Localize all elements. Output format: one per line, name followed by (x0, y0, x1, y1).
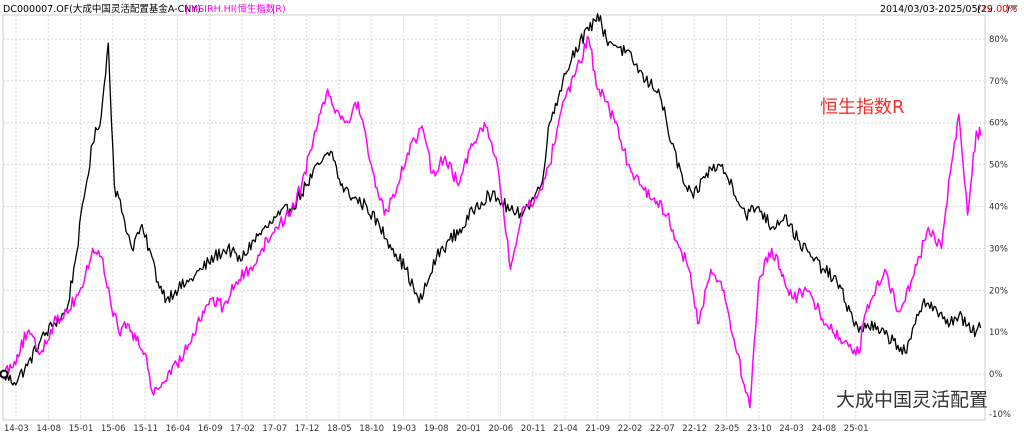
legend-index-label[interactable]: HSIRH.HI(恒生指数R) (191, 3, 286, 15)
legend-fund-label[interactable]: DC000007.OF(大成中国灵活配置基金A-CNY) (3, 3, 201, 15)
x-tick-label: 20-11 (521, 424, 546, 433)
series-lines (0, 13, 982, 409)
x-tick-label: 25-01 (844, 424, 869, 433)
x-tick-label: 15-11 (133, 424, 158, 433)
y-tick-label: 80% (989, 35, 1008, 45)
x-tick-label: 14-08 (36, 424, 61, 433)
x-tick-label: 15-06 (101, 424, 126, 433)
y-tick-label-bottom: -10% (989, 410, 1011, 420)
series-start-marker (0, 369, 9, 379)
y-tick-label: 20% (989, 286, 1008, 296)
x-tick-label: 17-02 (230, 424, 255, 433)
x-tick-label: 19-03 (392, 424, 417, 433)
date-range-selector[interactable]: 2014/03/03-2025/05/29 ( 12.00% ) (880, 4, 1018, 15)
y-axis-ticks: 0% 10% 20% 30% 40% 50% 60% 70% 80% -10% (989, 35, 1011, 420)
y-tick-label: 50% (989, 161, 1008, 171)
index-series-line[interactable] (2, 35, 982, 409)
fund-series-line[interactable] (2, 13, 982, 386)
x-tick-label: 23-05 (715, 424, 740, 433)
x-tick-label: 22-07 (650, 424, 675, 433)
x-tick-label: 24-08 (812, 424, 837, 433)
triangle-down-icon[interactable] (1010, 5, 1018, 11)
x-tick-label: 17-07 (262, 424, 287, 433)
x-axis-ticks: 14-03 14-08 15-01 15-06 15-11 16-04 16-09 17-02… (4, 424, 869, 433)
y-tick-label: 40% (989, 203, 1008, 213)
x-tick-label: 21-09 (585, 424, 610, 433)
y-tick-label: 0% (989, 370, 1003, 380)
fund-name-watermark: 大成中国灵活配置 (836, 389, 988, 411)
legend-separator-2: | (272, 4, 275, 15)
x-tick-label: 17-12 (295, 424, 320, 433)
y-tick-label: 70% (989, 77, 1008, 87)
legend-separator: | (185, 4, 188, 15)
y-tick-label: 10% (989, 328, 1008, 338)
x-tick-label: 20-01 (456, 424, 481, 433)
range-open-paren: ( (977, 4, 981, 15)
x-tick-label: 18-05 (327, 424, 352, 433)
x-tick-label: 14-03 (4, 424, 29, 433)
range-percent: 12.00% (981, 4, 1017, 15)
date-range-text[interactable]: 2014/03/03-2025/05/29 (880, 4, 993, 15)
x-tick-label: 20-06 (489, 424, 514, 433)
x-tick-label: 18-10 (359, 424, 384, 433)
range-close-paren: ) (1006, 4, 1010, 15)
x-tick-label: 24-03 (779, 424, 804, 433)
x-tick-label: 15-01 (69, 424, 94, 433)
y-tick-label: 60% (989, 119, 1008, 129)
x-tick-label: 19-08 (424, 424, 449, 433)
x-tick-label: 21-04 (553, 424, 578, 433)
x-tick-label: 16-09 (198, 424, 223, 433)
x-tick-label: 22-12 (682, 424, 707, 433)
index-name-annotation: 恒生指数R (820, 97, 905, 118)
y-tick-label: 30% (989, 244, 1008, 254)
grid-lines (2, 14, 986, 421)
x-tick-label: 23-10 (747, 424, 772, 433)
plot-frame (2, 14, 986, 421)
x-tick-label: 16-04 (166, 424, 191, 433)
x-tick-label: 22-02 (618, 424, 643, 433)
